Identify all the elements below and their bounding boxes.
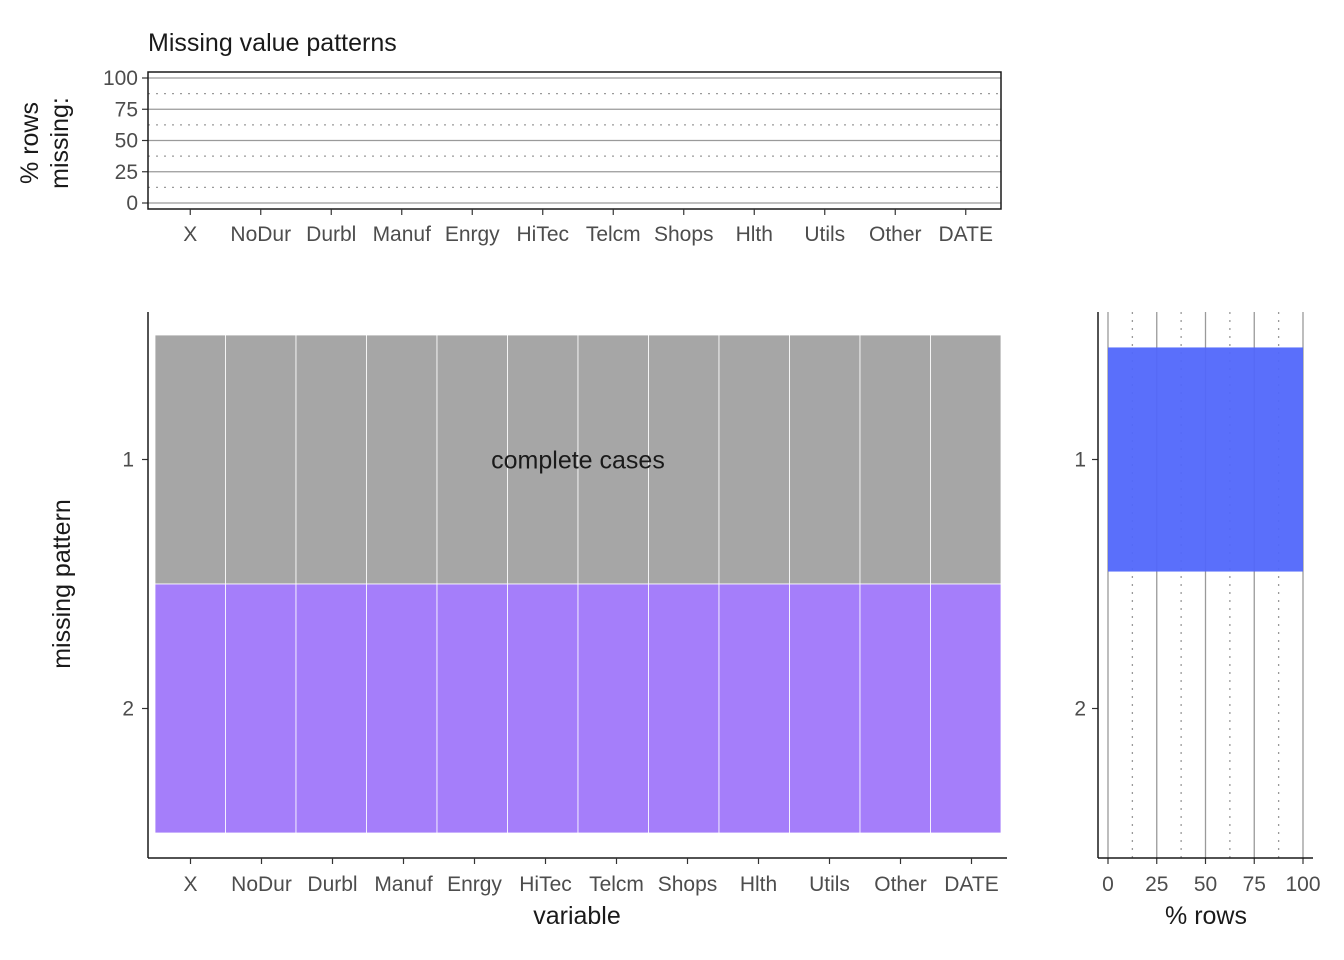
top-y-tick-label: 0	[126, 192, 138, 215]
main-x-tick-label: Enrgy	[447, 873, 502, 896]
main-x-tick-label: NoDur	[231, 873, 292, 896]
main-x-tick-label: Hlth	[740, 873, 777, 896]
top-x-tick-label: Durbl	[306, 223, 356, 246]
side-x-tick-label: 25	[1145, 873, 1168, 896]
pattern-cell	[154, 583, 226, 834]
main-x-tick-label: Shops	[658, 873, 718, 896]
side-y-tick-label: 1	[1074, 449, 1086, 472]
main-x-tick-label: HiTec	[519, 873, 572, 896]
pattern-cell	[436, 583, 508, 834]
top-x-tick-label: Enrgy	[445, 223, 500, 246]
top-x-tick-label: HiTec	[516, 223, 569, 246]
main-x-tick-label: Utils	[809, 873, 850, 896]
top-y-tick-label: 50	[115, 130, 138, 153]
side-xlabel: % rows	[1165, 902, 1247, 930]
pattern-cell	[930, 334, 1002, 585]
pattern-annotation: complete cases	[491, 447, 665, 475]
pattern-cell	[859, 334, 931, 585]
pattern-cell	[789, 583, 861, 834]
top-y-tick-label: 75	[115, 98, 138, 121]
main-y-tick-label: 1	[122, 449, 134, 472]
side-x-tick-label: 75	[1243, 873, 1266, 896]
main-xlabel: variable	[533, 902, 621, 930]
side-y-tick-label: 2	[1074, 698, 1086, 721]
top-x-tick-label: NoDur	[230, 223, 291, 246]
pattern-cell	[648, 583, 720, 834]
top-y-tick-label: 25	[115, 161, 138, 184]
pattern-cell	[577, 334, 649, 585]
pattern-cell	[295, 334, 367, 585]
pattern-cell	[366, 583, 438, 834]
chart-title: Missing value patterns	[148, 29, 397, 57]
side-x-tick-label: 100	[1285, 873, 1320, 896]
main-x-tick-label: DATE	[944, 873, 998, 896]
top-x-tick-label: DATE	[939, 223, 993, 246]
top-x-tick-label: X	[183, 223, 197, 246]
pattern-cell	[507, 334, 579, 585]
pattern-cell	[789, 334, 861, 585]
main-ylabel: missing pattern	[48, 499, 76, 669]
pattern-cell	[859, 583, 931, 834]
main-x-tick-label: X	[183, 873, 197, 896]
top-x-tick-label: Hlth	[736, 223, 773, 246]
main-y-tick-label: 2	[122, 698, 134, 721]
side-bar	[1108, 347, 1303, 572]
top-ylabel: % rowsmissing:	[16, 97, 74, 189]
pattern-heatmap-panel: complete cases 1 2 X NoDur Durbl Manuf Enrgy HiT…	[122, 312, 1007, 896]
top-y-tick-label: 100	[103, 67, 138, 90]
main-x-tick-label: Manuf	[374, 873, 433, 896]
pattern-cell	[648, 334, 720, 585]
top-ylabel-line1: % rows	[16, 102, 44, 184]
top-panel-border	[147, 71, 1002, 210]
pattern-cell	[577, 583, 649, 834]
top-x-tick-label: Telcm	[586, 223, 641, 246]
pattern-cell	[930, 583, 1002, 834]
pattern-cell	[507, 583, 579, 834]
side-x-tick-label: 50	[1194, 873, 1217, 896]
main-x-tick-label: Durbl	[307, 873, 357, 896]
top-x-tick-label: Other	[869, 223, 922, 246]
side-x-tick-label: 0	[1102, 873, 1114, 896]
pattern-cell	[436, 334, 508, 585]
top-x-tick-label: Manuf	[373, 223, 432, 246]
top-x-tick-label: Shops	[654, 223, 714, 246]
top-ylabel-line2: missing:	[46, 97, 74, 189]
main-x-tick-label: Telcm	[589, 873, 644, 896]
top-bar-panel: 0 25 50 75 100 X NoDur Durbl Manuf Enrgy HiTec Telc…	[103, 67, 1002, 246]
top-x-tick-label: Utils	[804, 223, 845, 246]
pattern-cell	[718, 334, 790, 585]
pattern-cell	[225, 334, 297, 585]
pattern-cell	[718, 583, 790, 834]
pattern-cell	[225, 583, 297, 834]
pattern-cell	[295, 583, 367, 834]
pattern-percent-panel: 0 25 50 75 100 1 2	[1074, 312, 1321, 896]
pattern-cell	[154, 334, 226, 585]
pattern-cell	[366, 334, 438, 585]
main-x-tick-label: Other	[874, 873, 927, 896]
